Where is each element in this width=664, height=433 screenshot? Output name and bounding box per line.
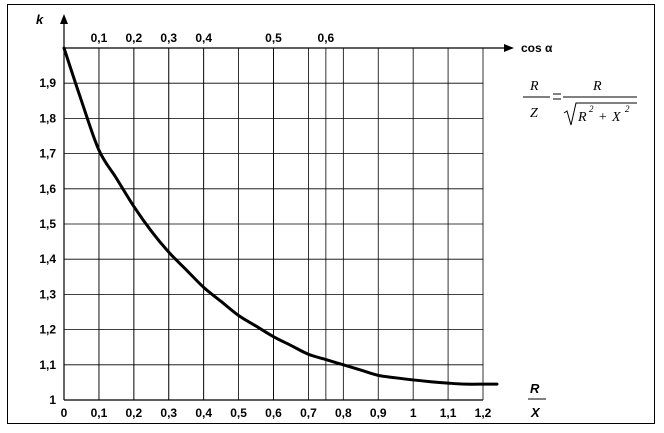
- cos-alpha-tick-label: 0,6: [318, 31, 335, 45]
- x-tick-label: 0,8: [335, 406, 352, 420]
- formula-rhs-den-x: X: [611, 110, 621, 125]
- cos-alpha-axis-arrow: [504, 44, 514, 52]
- x-tick-label: 0,9: [370, 406, 387, 420]
- axes: [60, 14, 514, 401]
- y-tick-label: 1,7: [39, 147, 56, 161]
- x-tick-label: 0,5: [230, 406, 247, 420]
- formula-rhs-den-x-sup: 2: [625, 104, 630, 114]
- x-tick-label: 0,4: [195, 406, 212, 420]
- x-tick-label: 0,1: [91, 406, 108, 420]
- sqrt-symbol: [563, 102, 637, 126]
- y-tick-label: 1,6: [39, 182, 56, 196]
- cos-alpha-tick-label: 0,5: [265, 31, 282, 45]
- y-tick-label: 1: [49, 393, 56, 407]
- cos-alpha-tick-label: 0,1: [91, 31, 108, 45]
- y-axis-label: k: [36, 12, 44, 27]
- y-tick-label: 1,2: [39, 323, 56, 337]
- formula-rhs-den-plus: +: [598, 110, 607, 125]
- x-axis-label-bottom: X: [530, 405, 541, 420]
- grid: [64, 48, 484, 400]
- y-tick-label: 1,1: [39, 358, 56, 372]
- cos-alpha-tick-label: 0,2: [125, 31, 142, 45]
- x-tick-label: 0,6: [265, 406, 282, 420]
- x-tick-label: 1,2: [475, 406, 492, 420]
- y-tick-label: 1,8: [39, 111, 56, 125]
- y-tick-label: 1,3: [39, 287, 56, 301]
- cos-alpha-tick-label: 0,3: [160, 31, 177, 45]
- x-tick-label: 1: [410, 406, 417, 420]
- x-tick-label: 0,7: [300, 406, 317, 420]
- cos-alpha-tick-label: 0,4: [195, 31, 212, 45]
- chart-frame: [7, 4, 655, 424]
- formula-rhs-den-r-sup: 2: [589, 104, 594, 114]
- y-axis-arrow: [60, 14, 68, 24]
- x-tick-label: 0,3: [160, 406, 177, 420]
- y-tick-label: 1,4: [39, 252, 56, 266]
- x-tick-label: 1,1: [440, 406, 457, 420]
- formula-rhs-numerator: R: [592, 79, 602, 94]
- y-tick-label: 1,5: [39, 217, 56, 231]
- formula-lhs-denominator: Z: [530, 106, 538, 121]
- ticks: 1 1,1 1,2 1,3 1,4 1,5 1,6 1,7 1,8 1,9 0 0,1 0,2 0,3 0,…: [39, 31, 491, 420]
- x-tick-label: 0,2: [125, 406, 142, 420]
- x-tick-label: 0: [61, 406, 68, 420]
- formula: R Z R R 2 + X 2: [523, 79, 637, 126]
- y-tick-label: 1,9: [39, 76, 56, 90]
- formula-lhs-numerator: R: [529, 79, 539, 94]
- formula-rhs-den-r: R: [577, 110, 587, 125]
- cos-alpha-label: cos α: [521, 41, 553, 55]
- series: [62, 46, 499, 386]
- x-axis-label-top: R: [530, 381, 540, 396]
- k-curve: [62, 46, 499, 386]
